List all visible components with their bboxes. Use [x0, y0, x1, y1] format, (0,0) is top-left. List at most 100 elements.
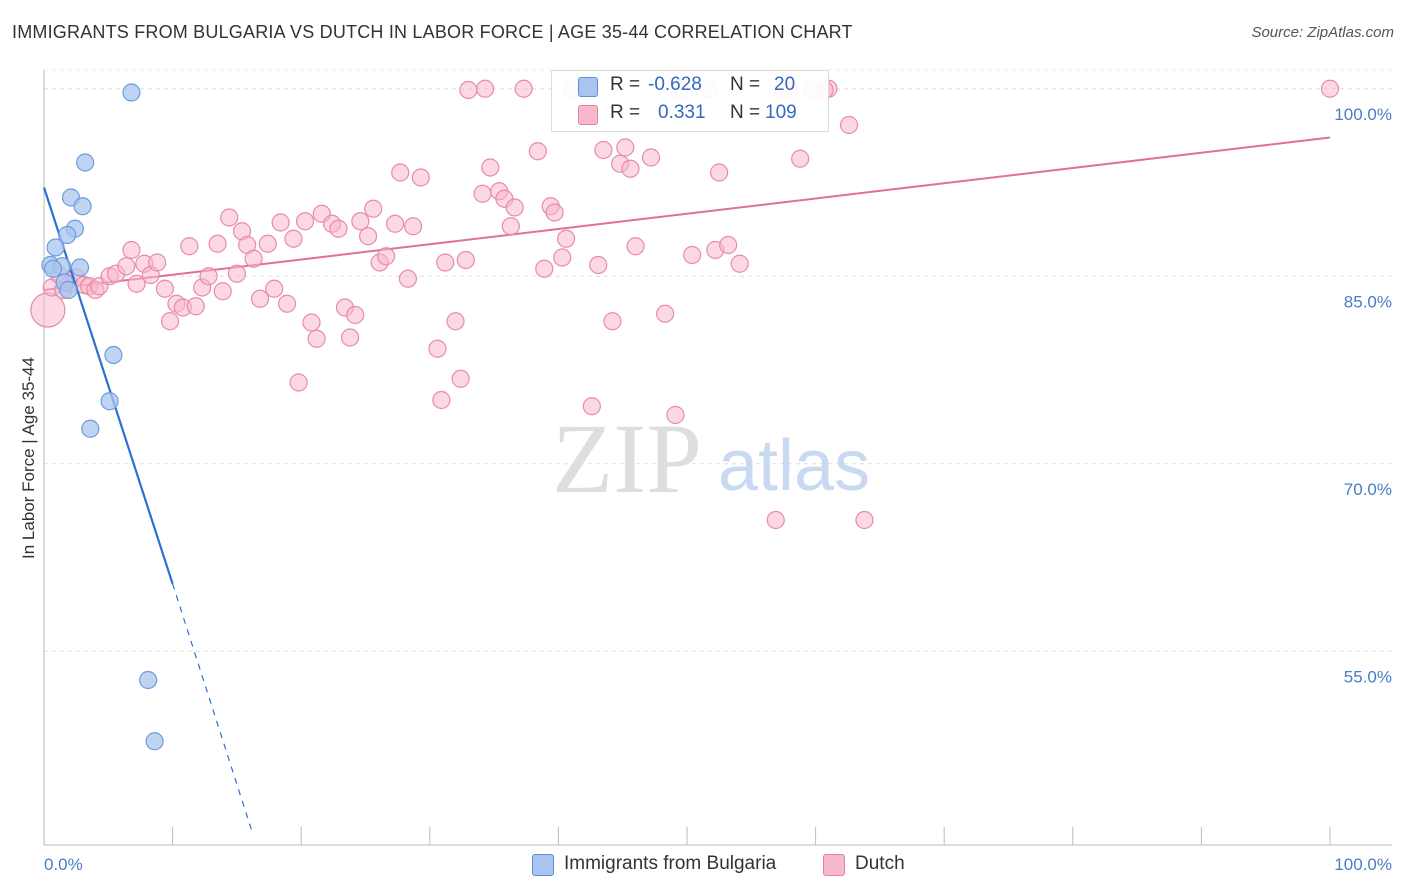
- dutch-point: [475, 79, 495, 98]
- dutch-point: [582, 397, 601, 416]
- dutch-point: [376, 247, 396, 266]
- dutch-point: [148, 253, 167, 272]
- dutch-point: [358, 227, 378, 246]
- chart-title: IMMIGRANTS FROM BULGARIA VS DUTCH IN LAB…: [12, 22, 853, 42]
- dutch-point: [250, 289, 270, 308]
- dutch-point: [307, 329, 326, 348]
- bulgaria-point: [73, 197, 92, 216]
- y-axis-title: In Labor Force | Age 35-44: [19, 357, 38, 559]
- dutch-point: [403, 217, 423, 236]
- dutch-point: [180, 237, 199, 256]
- source-credit: Source: ZipAtlas.com: [1251, 24, 1394, 41]
- dutch-point: [528, 142, 547, 161]
- dutch-swatch: [578, 105, 598, 125]
- dutch-point: [385, 214, 405, 233]
- dutch-point: [208, 234, 227, 253]
- dutch-point: [302, 313, 321, 332]
- dutch-point: [329, 219, 348, 238]
- dutch-point: [616, 138, 635, 157]
- r-value: 0.331: [658, 102, 706, 123]
- dutch-point: [199, 267, 218, 286]
- dutch-point: [545, 203, 564, 222]
- bulgaria-point: [46, 238, 65, 257]
- r-label: R =: [610, 74, 641, 95]
- bulgaria-point: [59, 280, 78, 300]
- dutch-point: [244, 249, 263, 268]
- bulgaria-legend-label: Immigrants from Bulgaria: [564, 853, 777, 874]
- dutch-point: [258, 234, 277, 253]
- dutch-point: [839, 115, 859, 135]
- dutch-point: [594, 140, 613, 160]
- dutch-point: [730, 254, 749, 273]
- dutch-point: [391, 163, 410, 182]
- dutch-point: [436, 253, 455, 272]
- stats-legend-row-dutch: R = 0.331 N = 109: [552, 102, 828, 128]
- dutch-point: [227, 264, 246, 283]
- dutch-point: [501, 217, 520, 236]
- dutch-point: [626, 237, 645, 256]
- x-tick-label: 100.0%: [1334, 855, 1392, 874]
- dutch-point: [265, 279, 284, 298]
- dutch-point: [553, 248, 572, 267]
- bulgaria-point: [70, 258, 90, 277]
- dutch-point: [213, 282, 232, 301]
- bulgaria-legend-swatch: [532, 854, 554, 876]
- bulgaria-point: [145, 732, 164, 751]
- r-value: -0.628: [648, 74, 702, 95]
- dutch-point: [398, 269, 418, 288]
- dutch-point: [451, 369, 470, 388]
- dutch-point: [160, 312, 180, 331]
- dutch-point: [127, 274, 146, 293]
- bulgaria-point: [122, 83, 141, 102]
- dutch-point: [271, 213, 290, 232]
- dutch-point: [351, 212, 370, 231]
- y-tick-label: 85.0%: [1344, 292, 1392, 311]
- bulgaria-swatch: [578, 77, 598, 97]
- dutch-point: [656, 304, 675, 323]
- bulgaria-point: [104, 345, 123, 365]
- dutch-point: [621, 159, 640, 178]
- y-tick-label: 55.0%: [1344, 667, 1392, 686]
- dutch-point: [428, 339, 447, 358]
- bulgaria-trend-line: [42, 187, 174, 585]
- dutch-point: [557, 229, 576, 248]
- bulgaria-point: [100, 392, 119, 411]
- dutch-point: [710, 163, 729, 182]
- dutch-point: [277, 294, 297, 313]
- dutch-point: [855, 510, 874, 530]
- dutch-point: [666, 405, 685, 425]
- dutch-point: [186, 297, 205, 316]
- dutch-point: [364, 199, 383, 218]
- dutch-point: [683, 245, 702, 265]
- y-tick-label: 100.0%: [1334, 105, 1392, 124]
- bulgaria-point: [58, 225, 77, 245]
- dutch-point: [295, 212, 315, 231]
- dutch-point: [589, 255, 608, 275]
- dutch-point: [411, 168, 430, 187]
- dutch-point: [603, 312, 622, 331]
- dutch-point: [481, 158, 500, 177]
- n-label: N =: [730, 102, 761, 123]
- dutch-point: [1320, 79, 1340, 98]
- dutch-point: [432, 390, 451, 410]
- dutch-legend-swatch: [823, 854, 845, 876]
- dutch-legend-label: Dutch: [855, 853, 905, 874]
- bulgaria-point: [139, 670, 158, 690]
- dutch-point: [117, 257, 136, 276]
- r-label: R =: [610, 102, 641, 123]
- dutch-point: [346, 305, 365, 325]
- dutch-point: [456, 250, 475, 270]
- n-label: N =: [730, 74, 761, 95]
- bulgaria-trend-extension: [172, 583, 253, 833]
- dutch-point: [284, 229, 303, 248]
- dutch-point: [514, 79, 533, 98]
- dutch-point: [535, 259, 554, 278]
- dutch-point: [473, 184, 492, 203]
- dutch-point: [641, 148, 661, 167]
- stats-legend: R = -0.628 N = 20 R = 0.331 N = 109: [551, 70, 829, 132]
- stats-legend-row-bulgaria: R = -0.628 N = 20: [552, 74, 828, 100]
- dutch-point: [340, 328, 360, 347]
- dutch-point: [459, 80, 478, 100]
- bulgaria-point: [81, 419, 100, 438]
